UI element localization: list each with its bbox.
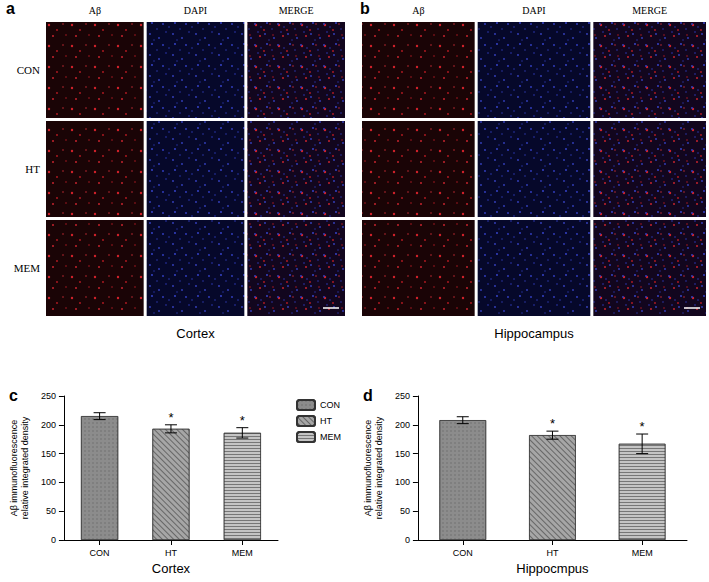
svg-text:CON: CON [90,548,110,558]
svg-text:Hippocmpus: Hippocmpus [516,561,589,576]
svg-text:a: a [6,0,15,17]
svg-text:MERGE: MERGE [632,5,667,16]
svg-text:100: 100 [41,477,56,487]
svg-text:MEM: MEM [632,548,653,558]
svg-text:d: d [363,387,373,404]
svg-text:50: 50 [400,506,410,516]
svg-text:*: * [240,413,245,428]
svg-text:HT: HT [25,163,40,175]
svg-text:*: * [168,410,173,425]
svg-text:MEM: MEM [320,432,341,442]
svg-text:MERGE: MERGE [279,5,314,16]
svg-text:CON: CON [17,64,40,76]
svg-text:0: 0 [51,535,56,545]
svg-text:200: 200 [41,420,56,430]
svg-text:*: * [550,416,555,431]
svg-text:HT: HT [546,548,558,558]
svg-text:relative integrated density: relative integrated density [374,416,384,519]
svg-text:Aβ: Aβ [412,5,424,16]
svg-text:b: b [360,0,370,17]
svg-text:DAPI: DAPI [184,5,207,16]
svg-text:Cortex: Cortex [152,561,191,576]
svg-text:200: 200 [395,420,410,430]
svg-text:DAPI: DAPI [522,5,545,16]
svg-text:Cortex: Cortex [176,326,215,341]
svg-text:150: 150 [41,449,56,459]
svg-text:HT: HT [165,548,177,558]
svg-text:CON: CON [320,400,340,410]
svg-text:*: * [640,419,645,434]
svg-text:MEM: MEM [14,262,41,274]
svg-text:250: 250 [395,391,410,401]
svg-text:Aβ immunofluorescence: Aβ immunofluorescence [9,420,19,517]
svg-text:Aβ: Aβ [89,5,101,16]
svg-text:HT: HT [320,416,332,426]
svg-text:100: 100 [395,477,410,487]
svg-text:CON: CON [453,548,473,558]
svg-text:150: 150 [395,449,410,459]
svg-text:50: 50 [46,506,56,516]
svg-text:Hippocampus: Hippocampus [494,326,574,341]
svg-text:MEM: MEM [232,548,253,558]
svg-text:Aβ immunofluorescence: Aβ immunofluorescence [363,420,373,517]
svg-text:0: 0 [405,535,410,545]
svg-text:c: c [9,387,18,404]
svg-text:250: 250 [41,391,56,401]
svg-text:relative integrated density: relative integrated density [20,416,30,519]
